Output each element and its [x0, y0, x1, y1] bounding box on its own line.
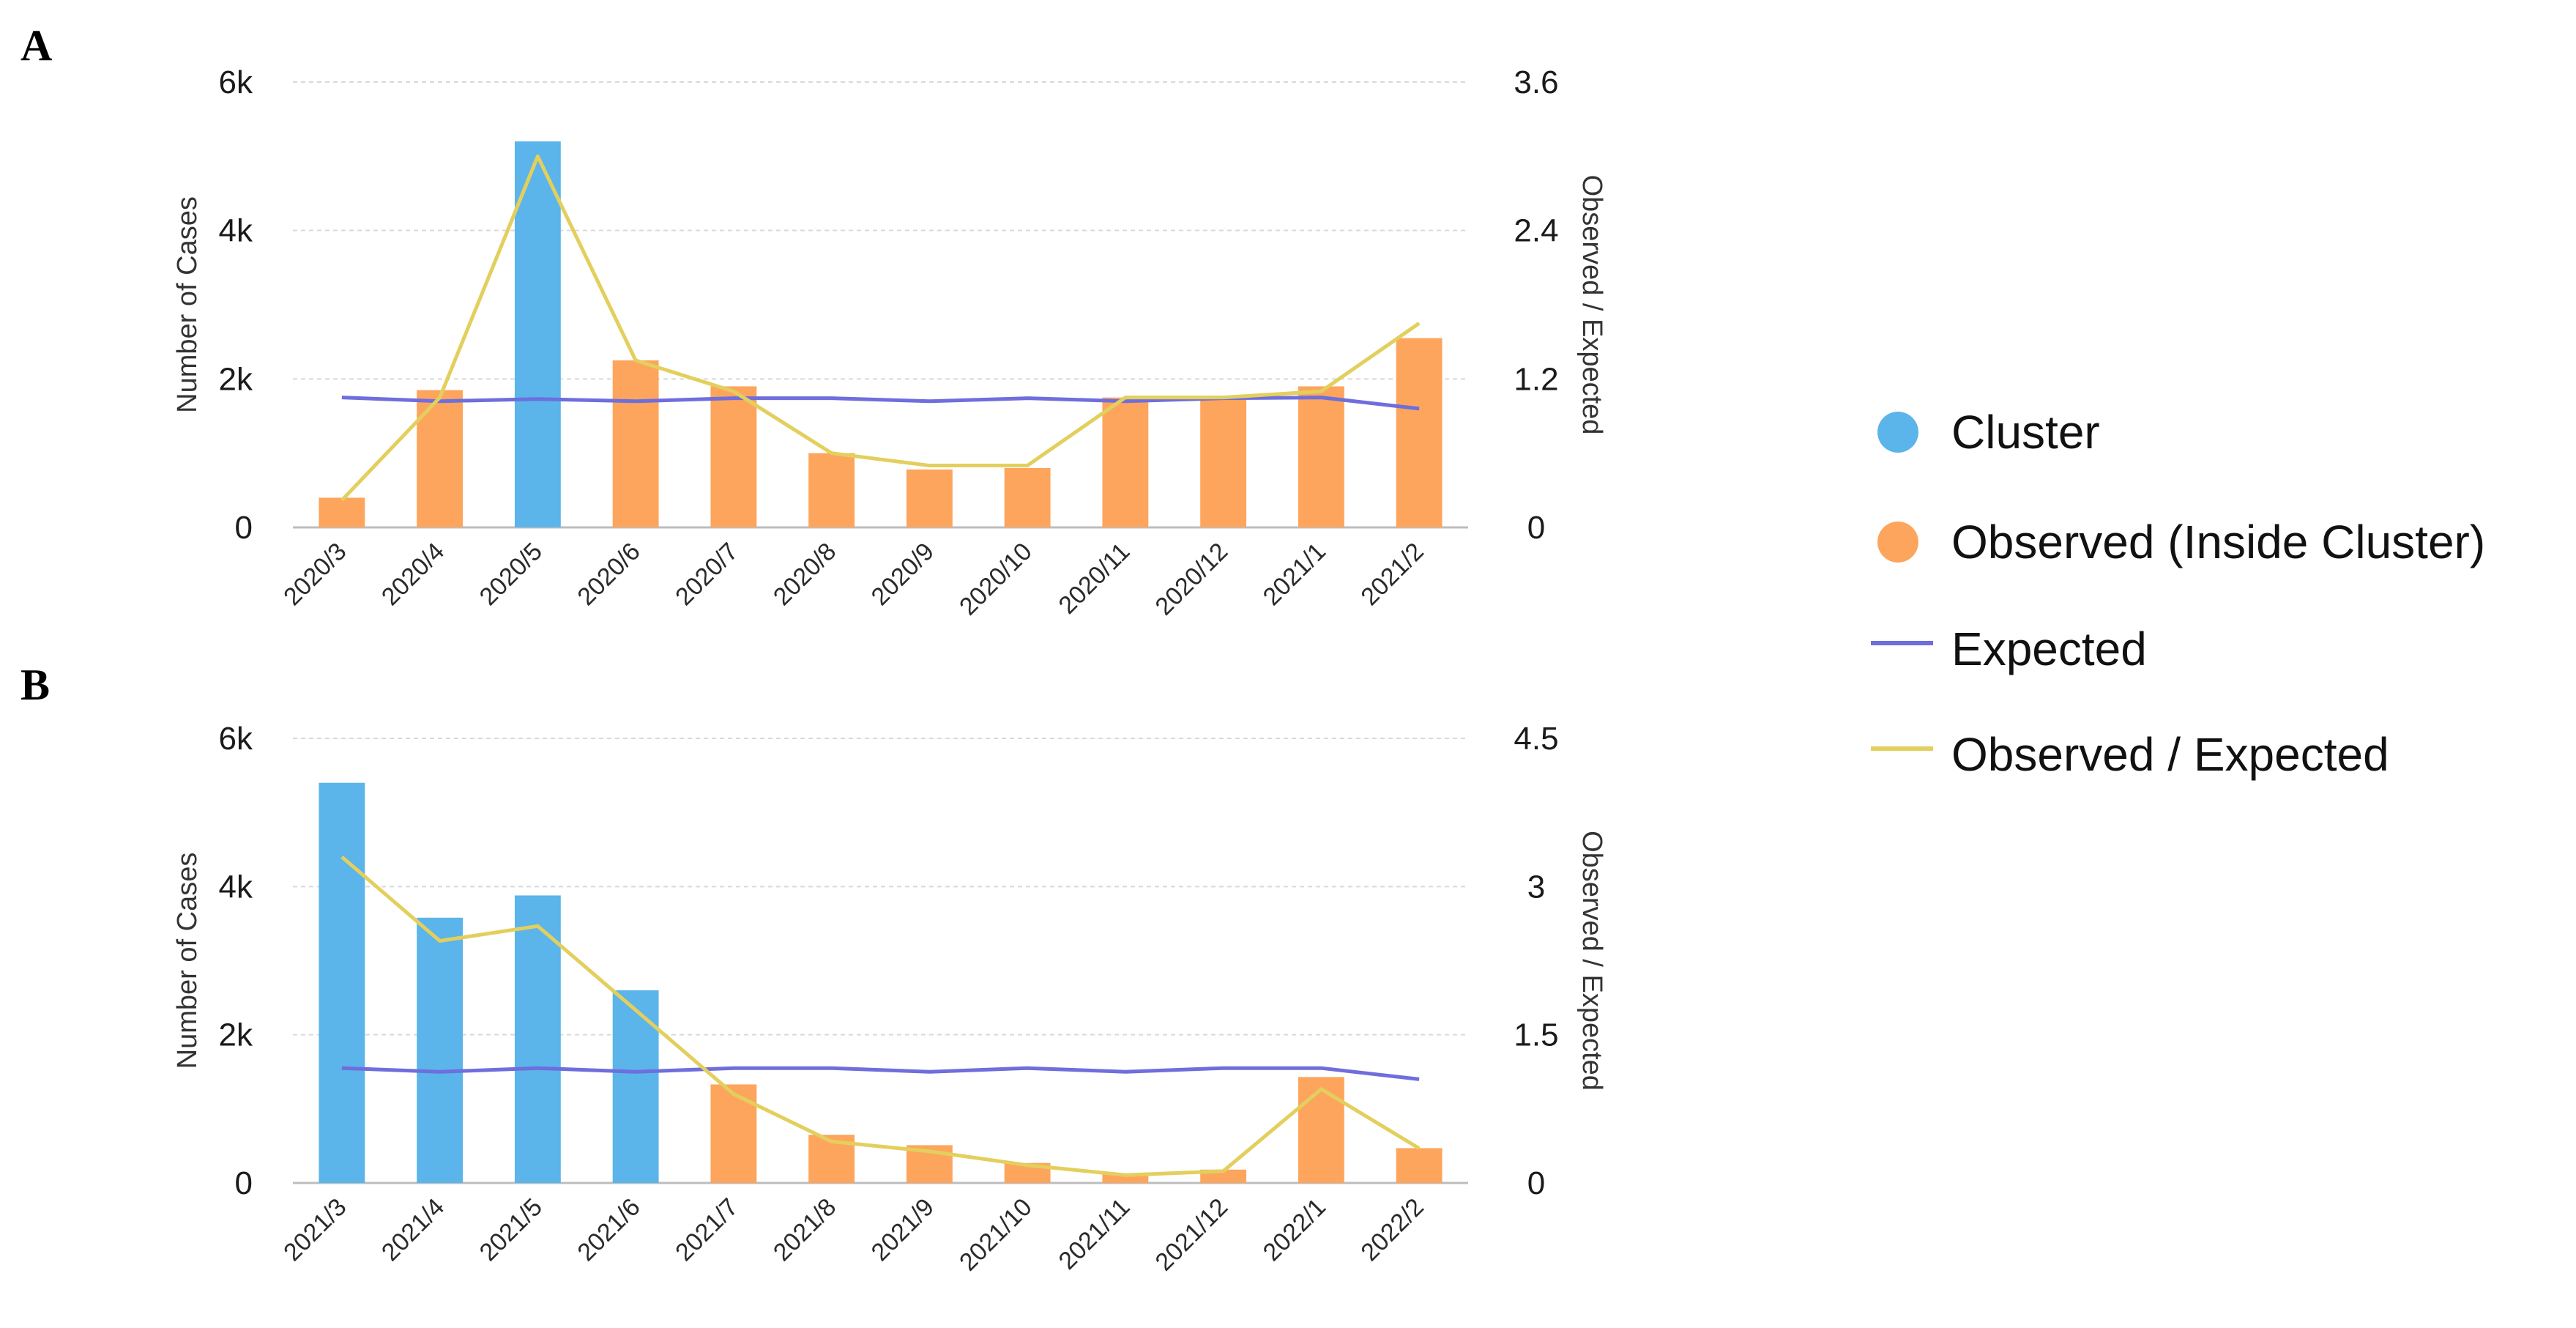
y2-tick-label: 3.6 [1514, 64, 1558, 100]
x-tick-label: 2022/1 [1258, 1193, 1331, 1266]
y2-tick-label: 0 [1527, 510, 1545, 546]
observed-bar [1298, 386, 1344, 527]
y-axis-title: Number of Cases [172, 853, 203, 1069]
observed-bar [808, 453, 855, 527]
observed-bar [710, 386, 757, 527]
y2-tick-label: 0 [1527, 1165, 1545, 1201]
y-axis-title: Number of Cases [172, 196, 203, 413]
y-tick-label: 4k [219, 869, 253, 905]
y-tick-label: 4k [219, 213, 253, 249]
legend-label: Expected [1951, 623, 2147, 675]
y2-tick-label: 1.5 [1514, 1017, 1558, 1053]
observed-bar [612, 360, 659, 527]
x-tick-label: 2021/10 [954, 1193, 1038, 1277]
observed-bar [319, 497, 365, 527]
expected-line [341, 1066, 1420, 1081]
y2-tick-label: 4.5 [1514, 721, 1558, 757]
x-tick-label: 2021/11 [1054, 1193, 1136, 1275]
observed-bar [1396, 338, 1443, 527]
x-tick-label: 2021/5 [474, 1193, 548, 1266]
cluster-bar [514, 895, 561, 1183]
observed-expected-line [340, 855, 1421, 1177]
cluster-bar [319, 782, 365, 1183]
x-tick-label: 2020/4 [376, 538, 450, 611]
chart-panel-a: A 0 2k 4k 6k 0 1.2 2.4 3.6 Number of Cases Observe… [21, 21, 1607, 621]
y-tick-label: 6k [219, 721, 253, 757]
observed-bar [906, 469, 953, 527]
expected-line [341, 396, 1420, 411]
observed-expected-line [340, 154, 1421, 502]
y-tick-label: 6k [219, 64, 253, 100]
chart-legend: Cluster Observed (Inside Cluster) Expected… [1871, 406, 2485, 781]
x-tick-label: 2021/6 [572, 1193, 645, 1266]
legend-label: Observed / Expected [1951, 728, 2389, 781]
observed-bar [710, 1084, 757, 1183]
x-tick-label: 2021/8 [768, 1193, 841, 1266]
y-tick-label: 0 [235, 1165, 253, 1201]
x-tick-label: 2020/11 [1054, 538, 1136, 620]
x-tick-label: 2021/9 [866, 1193, 939, 1266]
x-tick-label: 2020/3 [278, 538, 351, 611]
cluster-bar [417, 917, 464, 1183]
observed-bar [1004, 467, 1051, 527]
x-tick-label: 2022/2 [1355, 1193, 1429, 1266]
observed-bar [1298, 1077, 1344, 1183]
x-tick-label: 2020/5 [474, 538, 548, 611]
legend-swatch-cluster [1877, 412, 1918, 453]
x-tick-label: 2020/7 [670, 538, 743, 611]
x-tick-label: 2021/1 [1258, 538, 1331, 611]
legend-swatch-observed [1877, 522, 1918, 563]
x-tick-label: 2020/10 [954, 538, 1038, 621]
x-tick-label: 2021/3 [278, 1193, 351, 1266]
x-tick-label: 2020/6 [572, 538, 645, 611]
y-tick-label: 0 [235, 510, 253, 546]
panel-letter: B [21, 661, 50, 709]
x-tick-label: 2021/4 [376, 1193, 450, 1266]
y-tick-label: 2k [219, 1017, 253, 1053]
x-tick-label: 2021/2 [1355, 538, 1429, 611]
x-tick-label: 2020/9 [866, 538, 939, 611]
y-tick-label: 2k [219, 361, 253, 397]
chart-panel-b: B 0 2k 4k 6k 0 1.5 3 4.5 Number of Cases Observed … [21, 661, 1607, 1277]
y2-tick-label: 1.2 [1514, 361, 1558, 397]
legend-label: Cluster [1951, 406, 2100, 459]
observed-bar [1102, 397, 1149, 527]
x-tick-label: 2020/12 [1150, 538, 1234, 621]
y2-axis-title: Observed / Expected [1577, 831, 1607, 1091]
x-tick-label: 2021/12 [1150, 1193, 1234, 1277]
x-tick-label: 2021/7 [670, 1193, 743, 1266]
y2-axis-title: Observed / Expected [1577, 175, 1607, 435]
panel-letter: A [21, 21, 52, 70]
x-tick-label: 2020/8 [768, 538, 841, 611]
cluster-bar [612, 990, 659, 1183]
y2-tick-label: 2.4 [1514, 213, 1558, 249]
cluster-bar [514, 141, 561, 528]
observed-bar [417, 390, 464, 527]
y2-tick-label: 3 [1527, 869, 1545, 905]
observed-bar [1396, 1148, 1443, 1183]
legend-label: Observed (Inside Cluster) [1951, 516, 2485, 568]
observed-bar [1200, 397, 1247, 527]
